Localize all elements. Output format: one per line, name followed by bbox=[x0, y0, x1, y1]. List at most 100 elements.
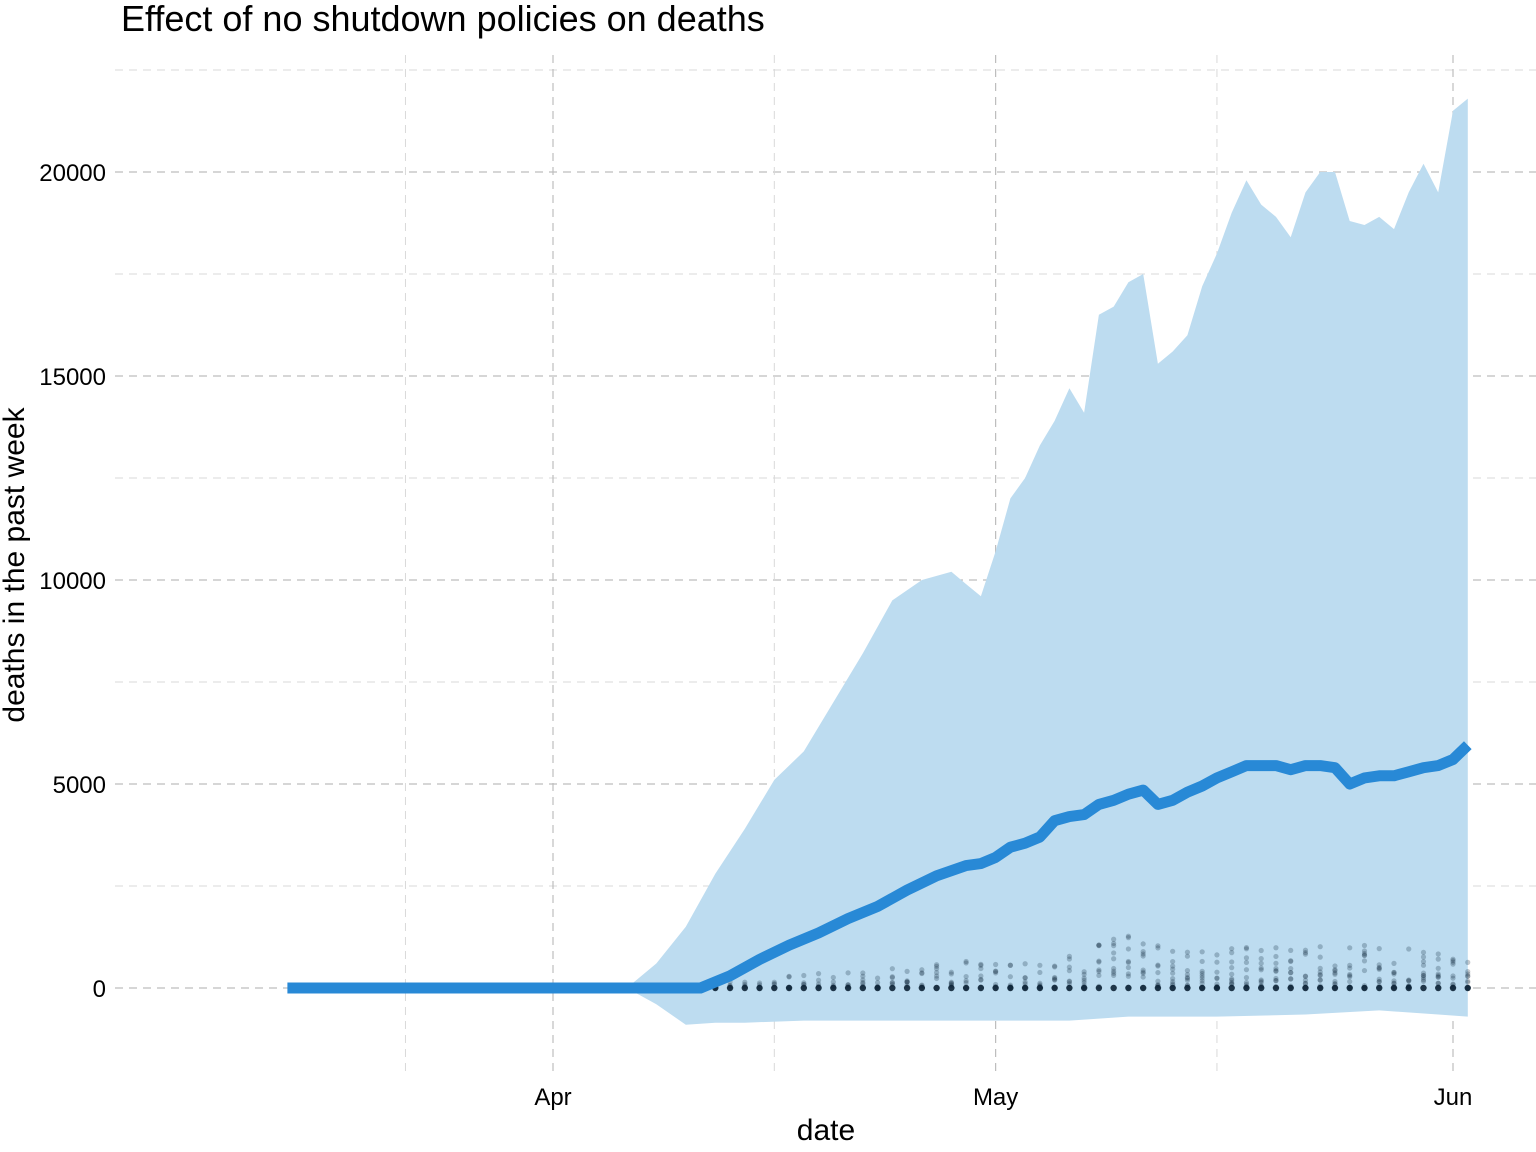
simulation-point bbox=[1199, 949, 1205, 955]
simulation-point bbox=[1111, 965, 1117, 972]
simulation-point bbox=[1435, 974, 1441, 980]
simulation-point bbox=[756, 980, 763, 986]
y-tick-label: 5000 bbox=[53, 772, 106, 799]
simulation-point bbox=[1464, 984, 1471, 992]
simulation-point bbox=[1258, 956, 1264, 962]
simulation-point bbox=[1273, 945, 1279, 951]
simulation-point bbox=[948, 971, 954, 977]
simulation-point bbox=[1140, 949, 1146, 955]
simulation-point bbox=[1391, 971, 1397, 977]
simulation-point bbox=[830, 983, 836, 990]
simulation-point bbox=[1273, 966, 1279, 972]
simulation-point bbox=[1199, 968, 1205, 974]
simulation-point bbox=[1169, 984, 1176, 992]
simulation-point bbox=[1229, 976, 1235, 982]
simulation-point bbox=[1317, 972, 1323, 979]
simulation-point bbox=[801, 980, 807, 986]
simulation-point bbox=[889, 974, 895, 980]
simulation-point bbox=[1420, 954, 1427, 960]
simulation-point bbox=[1125, 933, 1132, 939]
simulation-point bbox=[1406, 983, 1412, 989]
simulation-point bbox=[1199, 958, 1205, 965]
simulation-point bbox=[1391, 969, 1397, 976]
simulation-point bbox=[1081, 982, 1087, 989]
simulation-point bbox=[1376, 946, 1382, 952]
simulation-point bbox=[889, 981, 895, 988]
simulation-point bbox=[1140, 984, 1146, 991]
simulation-point bbox=[1465, 973, 1471, 979]
simulation-point bbox=[1155, 945, 1161, 951]
simulation-point bbox=[1140, 970, 1146, 976]
simulation-point bbox=[1391, 980, 1397, 987]
simulation-point bbox=[874, 984, 881, 992]
simulation-point bbox=[1361, 985, 1368, 991]
simulation-point bbox=[1420, 958, 1427, 965]
simulation-point bbox=[1361, 952, 1368, 958]
simulation-point bbox=[919, 984, 925, 990]
uncertainty-band bbox=[626, 98, 1468, 1025]
simulation-point bbox=[1435, 980, 1441, 986]
simulation-point bbox=[771, 981, 777, 987]
simulation-point bbox=[1273, 977, 1279, 984]
simulation-point bbox=[963, 958, 969, 965]
simulation-point bbox=[1376, 979, 1382, 985]
simulation-point bbox=[1317, 977, 1323, 983]
median-line bbox=[287, 741, 1472, 994]
simulation-point bbox=[1081, 985, 1087, 991]
y-tick-label: 15000 bbox=[39, 364, 106, 391]
simulation-point bbox=[1406, 984, 1412, 990]
simulation-point bbox=[786, 974, 792, 980]
simulation-point bbox=[1111, 940, 1117, 947]
simulation-point bbox=[1302, 973, 1309, 980]
simulation-point bbox=[1037, 980, 1043, 986]
simulation-point bbox=[934, 963, 940, 969]
simulation-point bbox=[1184, 984, 1191, 990]
simulation-point bbox=[1081, 979, 1087, 986]
simulation-point bbox=[771, 984, 777, 991]
simulation-point bbox=[1288, 958, 1294, 964]
simulation-point bbox=[993, 961, 999, 968]
simulation-point bbox=[1273, 953, 1279, 960]
simulation-point bbox=[1184, 983, 1191, 989]
simulation-point bbox=[1317, 972, 1323, 978]
simulation-point bbox=[1465, 959, 1471, 965]
simulation-point bbox=[1435, 956, 1441, 962]
simulation-point bbox=[756, 985, 763, 991]
simulation-point bbox=[874, 985, 881, 991]
simulation-point bbox=[1229, 981, 1235, 987]
simulation-point bbox=[1465, 985, 1471, 991]
simulation-point bbox=[1037, 962, 1043, 968]
simulation-point bbox=[815, 984, 822, 990]
simulation-point bbox=[1066, 968, 1072, 974]
simulation-point bbox=[1420, 972, 1427, 979]
simulation-point bbox=[1391, 985, 1397, 991]
simulation-point bbox=[845, 983, 851, 989]
simulation-point bbox=[1199, 975, 1205, 981]
simulation-point bbox=[1361, 985, 1368, 991]
y-tick-label: 20000 bbox=[39, 160, 106, 187]
simulation-point bbox=[1435, 980, 1441, 986]
simulation-point bbox=[1243, 984, 1250, 990]
simulation-point bbox=[1184, 984, 1191, 992]
simulation-point bbox=[1214, 969, 1220, 975]
simulation-point bbox=[1022, 961, 1028, 967]
simulation-point bbox=[1450, 956, 1456, 962]
simulation-point bbox=[1155, 963, 1161, 969]
simulation-point bbox=[1302, 980, 1309, 986]
simulation-point bbox=[1406, 977, 1412, 983]
simulation-point bbox=[1420, 978, 1427, 984]
simulation-point bbox=[1376, 984, 1382, 991]
simulation-point bbox=[1465, 985, 1471, 991]
simulation-point bbox=[1465, 971, 1471, 977]
simulation-point bbox=[1066, 978, 1072, 984]
simulation-point bbox=[1347, 962, 1353, 968]
simulation-point bbox=[963, 985, 969, 991]
simulation-point bbox=[1111, 950, 1117, 956]
simulation-point bbox=[1229, 965, 1235, 971]
simulation-point bbox=[1081, 984, 1087, 991]
simulation-point bbox=[904, 979, 910, 985]
simulation-point bbox=[1258, 960, 1264, 966]
simulation-point bbox=[978, 984, 984, 990]
simulation-point bbox=[726, 984, 734, 992]
